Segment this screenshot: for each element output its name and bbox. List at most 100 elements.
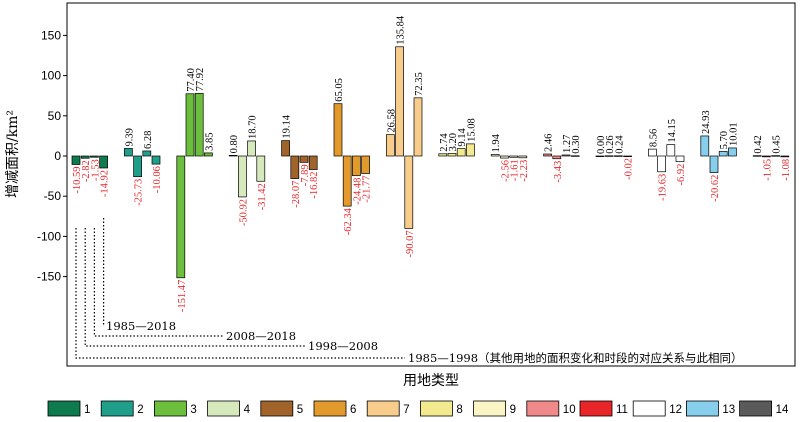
data-label: -1.61 [510, 159, 521, 181]
legend-swatch [207, 400, 241, 417]
period-annotation: 1998—2008 [308, 339, 378, 353]
data-label: 0.00 [596, 136, 607, 154]
bar-cat13-p2 [709, 155, 719, 173]
legend: 1 2 3 4 5 6 7 8 9 10 11 12 13 14 [47, 400, 789, 417]
bar-cat2-p4 [151, 155, 161, 165]
bar-cat5-p2 [290, 155, 300, 179]
data-label: -25.73 [134, 179, 145, 206]
data-label: -90.07 [405, 230, 416, 257]
bar-cat12-p1 [648, 148, 657, 157]
data-label: 6.28 [143, 131, 154, 149]
bar-cat14-p4 [780, 155, 790, 158]
bar-cat11-p2 [604, 155, 614, 157]
data-label: 14.15 [667, 119, 678, 143]
data-label: 0.24 [614, 135, 625, 154]
legend-swatch [100, 400, 134, 417]
bar-cat9-p1 [490, 154, 500, 157]
data-label: 1.94 [491, 133, 502, 152]
bar-cat1-p1 [71, 155, 81, 165]
bar-cat4-p2 [238, 155, 247, 198]
leader-line [93, 228, 223, 337]
leader-line [102, 218, 105, 327]
bar-cat1-p4 [99, 155, 108, 169]
data-label: -31.42 [257, 183, 268, 210]
bar-cat10-p4 [570, 155, 580, 157]
bar-cat8-p2 [447, 153, 457, 157]
data-label: -2.56 [500, 160, 511, 182]
period-leaders: 1985—1998（其他用地的面积变化和时段的对应关系与此相同） 1998—200… [75, 218, 743, 365]
bar-cat8-p3 [456, 148, 466, 157]
data-label: 9.39 [124, 128, 135, 146]
leader-line [75, 228, 405, 359]
bar-cat13-p1 [700, 135, 710, 157]
bar-cat3-p2 [185, 93, 195, 157]
data-label: -151.47 [177, 280, 188, 312]
bar-cat10-p1 [543, 153, 552, 157]
y-tick-label: -100 [37, 229, 61, 243]
data-label: -10.06 [152, 166, 163, 193]
legend-label: 6 [350, 404, 356, 416]
period-annotation: 1985—2018 [106, 319, 176, 333]
data-label: 8.56 [648, 129, 659, 147]
data-label: 2.74 [439, 133, 450, 152]
legend-swatch [473, 400, 507, 417]
data-label: 0.80 [229, 135, 240, 153]
bar-cat14-p1 [752, 155, 762, 157]
data-label: 15.08 [466, 118, 477, 142]
period-annotation: 1985—1998（其他用地的面积变化和时段的对应关系与此相同） [408, 351, 743, 365]
data-label: -20.62 [710, 175, 721, 202]
leader-line [84, 228, 305, 347]
bar-cat10-p3 [561, 154, 571, 157]
bar-cat7-p2 [395, 46, 404, 157]
data-label: -62.34 [343, 207, 354, 235]
bar-cat6-p2 [342, 155, 352, 207]
y-tick-label: 150 [41, 28, 61, 42]
data-label: -19.63 [658, 174, 669, 201]
data-label: 135.84 [396, 15, 407, 45]
x-axis-label: 用地类型 [403, 373, 459, 389]
bar-cat8-p1 [438, 153, 448, 157]
data-label: 18.70 [248, 115, 259, 139]
legend-label: 13 [722, 404, 735, 416]
value-labels: -10.59-2.82-1.53-14.92 9.39 -25.73 6.28 -10.… [72, 15, 792, 312]
bar-cat9-p3 [509, 155, 518, 158]
data-label: 5.70 [719, 131, 730, 149]
bar-cat10-p2 [552, 155, 562, 160]
y-tick-label: 0 [54, 149, 61, 163]
bar-cat5-p4 [308, 155, 318, 170]
plot-frame [66, 2, 796, 367]
legend-swatch [739, 400, 772, 417]
legend-swatch [526, 400, 560, 417]
data-label: 2.46 [544, 134, 555, 152]
legend-label: 14 [776, 404, 789, 416]
legend-label: 3 [190, 404, 196, 416]
bar-cat13-p3 [718, 151, 728, 157]
bar-cat3-p3 [194, 93, 204, 157]
bar-cat7-p3 [404, 155, 414, 229]
legend-swatch [153, 400, 187, 417]
data-label: -10.59 [72, 167, 83, 194]
data-label: 77.92 [195, 68, 206, 92]
legend-swatch [47, 400, 81, 417]
bar-cat6-p1 [333, 103, 343, 157]
bar-cat2-p2 [133, 155, 142, 178]
legend-swatch [313, 400, 347, 417]
legend-swatch [686, 400, 719, 417]
y-tick-label: 100 [41, 69, 61, 83]
legend-label: 1 [84, 404, 90, 416]
data-label: 10.01 [728, 122, 739, 146]
bar-cat9-p2 [500, 155, 509, 159]
legend-swatch [260, 400, 294, 417]
legend-swatch [632, 400, 666, 417]
bar-cat14-p3 [771, 155, 780, 157]
y-axis-label: 增减面积/km² [5, 110, 21, 198]
data-label: -2.82 [81, 160, 92, 182]
bar-cat6-p4 [361, 155, 370, 174]
data-label: -6.92 [676, 164, 687, 186]
data-label: -14.92 [100, 170, 111, 197]
legend-swatch [366, 400, 400, 417]
legend-label: 7 [403, 404, 409, 416]
bar-cat7-p4 [413, 97, 423, 157]
bar-cat12-p3 [666, 144, 676, 157]
